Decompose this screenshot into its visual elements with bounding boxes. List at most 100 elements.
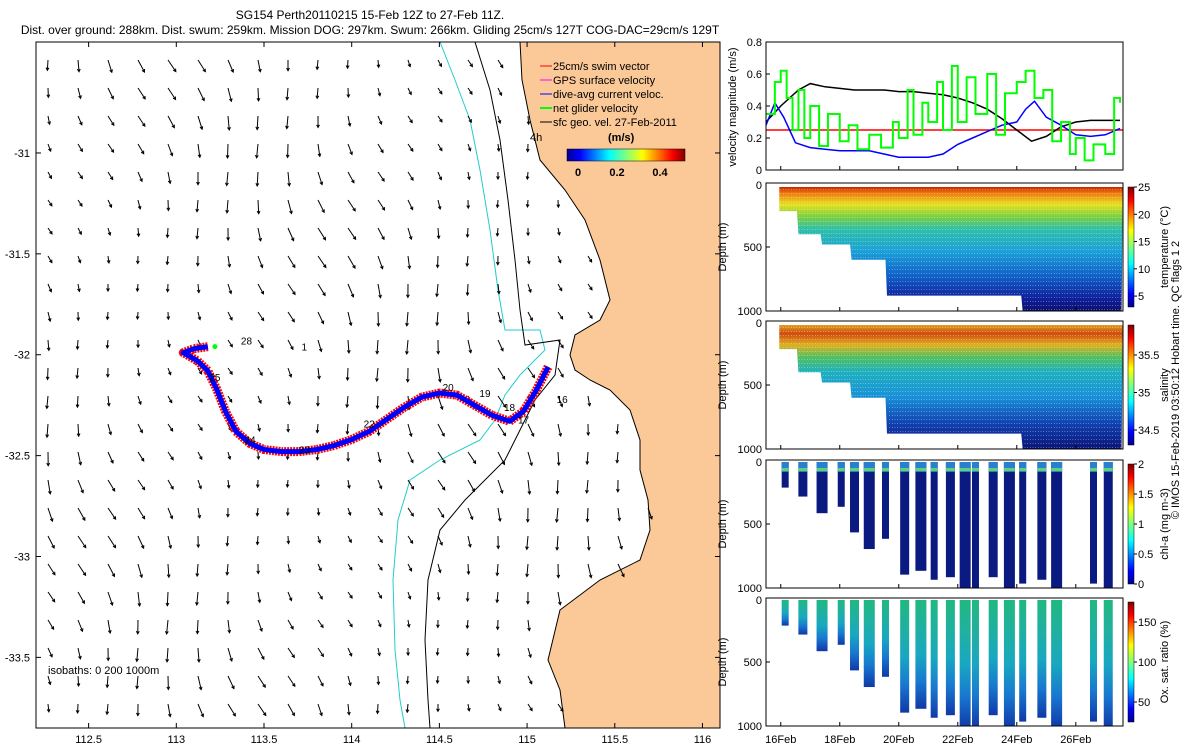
colorbar-tick-label: 35.5 [1138,350,1159,362]
velocity-vector [197,675,202,690]
velocity-vector [406,675,409,684]
velocity-vector-head [291,654,295,659]
velocity-vector-head [498,319,503,324]
velocity-vector-head [531,374,536,379]
velocity-vector [407,535,414,544]
velocity-vector-head [378,595,382,600]
velocity-vector-head [527,490,532,495]
map-colorbar [566,148,686,162]
velocity-vector [107,59,113,73]
velocity-vector [436,283,439,297]
cast-surface [900,462,910,472]
velocity-vector [46,59,49,71]
velocity-vector [257,283,264,295]
velocity-vector-head [346,349,351,354]
velocity-vector [286,87,289,100]
velocity-vector [227,283,232,294]
velocity-vector-head [529,707,533,712]
velocity-vector [406,703,409,713]
velocity-vector-head [82,544,87,549]
velocity-vector [437,423,445,437]
velocity-vector-head [258,237,263,242]
velocity-vector-head [525,176,530,181]
cast-chl-max [1003,468,1015,471]
cast-column [850,462,860,533]
velocity-vector-head [75,404,80,409]
time-tick-label: 26Feb [1060,734,1091,746]
velocity-vector [557,395,563,407]
velocity-vector [437,59,442,67]
velocity-vector-head [225,571,230,576]
velocity-vector [287,395,290,405]
velocity-vector [527,423,535,437]
colorbar-tick-label: 1.5 [1138,489,1153,501]
velocity-vector [376,367,379,382]
velocity-vector [347,283,354,298]
velocity-vector [197,311,201,320]
velocity-vector-head [172,68,177,73]
velocity-vector-head [497,680,502,685]
velocity-vector [377,227,385,240]
velocity-vector [587,395,591,406]
velocity-vector-head [469,63,473,68]
velocity-vector [497,143,500,152]
velocity-vector [586,451,589,465]
velocity-vector [287,563,291,573]
velocity-vector [497,339,504,352]
velocity-vector-head [198,456,203,461]
velocity-vector-head [440,514,445,519]
velocity-vector [287,647,295,658]
velocity-vector [317,255,327,268]
velocity-vector-head [438,176,443,181]
velocity-vector [287,703,295,716]
depth-tick-label: 0 [756,180,762,192]
cast-column [816,600,828,652]
velocity-vector-head [51,598,56,603]
velocity-vector-head [286,540,291,545]
velocity-vector-head [378,623,382,628]
velocity-vector [227,395,233,403]
velocity-vector [527,115,530,125]
velocity-vector-head [291,318,295,323]
velocity-vector [197,283,200,293]
velocity-ytick-label: 0.8 [747,37,762,49]
velocity-vector [167,339,170,347]
velocity-vector-head [78,231,82,236]
colorbar-tick-label: 2 [1138,459,1144,471]
velocity-vector [197,703,204,717]
velocity-vector-head [52,571,56,576]
velocity-vector-head [496,148,501,153]
colorbar-tick-label: 10 [1138,264,1150,276]
velocity-vector-head [560,373,564,378]
velocity-vector-head [197,514,202,519]
velocity-vector-head [585,461,590,466]
velocity-vector-head [376,64,381,69]
velocity-vector [226,535,229,546]
velocity-vector [137,535,145,549]
velocity-vector [107,395,110,406]
cast-column [1103,462,1113,588]
velocity-vector [167,367,172,375]
velocity-vector-head [199,398,203,403]
velocity-vector-head [107,629,112,635]
time-tick-label: 24Feb [1001,734,1032,746]
cast-column [930,600,938,718]
velocity-vector [407,143,414,152]
velocity-vector-head [377,652,381,657]
velocity-vector [106,703,109,715]
velocity-vector [197,87,205,101]
velocity-vector [437,507,445,518]
velocity-vector-head [165,658,170,663]
velocity-vector-head [381,177,385,182]
velocity-vector-head [256,97,261,102]
velocity-vector-head [137,205,142,210]
velocity-vector [137,395,142,405]
time-tick-label: 16Feb [765,734,796,746]
velocity-vector-head [558,287,563,292]
velocity-vector [437,143,443,151]
velocity-vector-head [526,232,530,237]
velocity-vector-head [108,431,113,436]
velocity-vector-head [381,236,385,241]
map-ytick-label: -32 [14,350,30,362]
